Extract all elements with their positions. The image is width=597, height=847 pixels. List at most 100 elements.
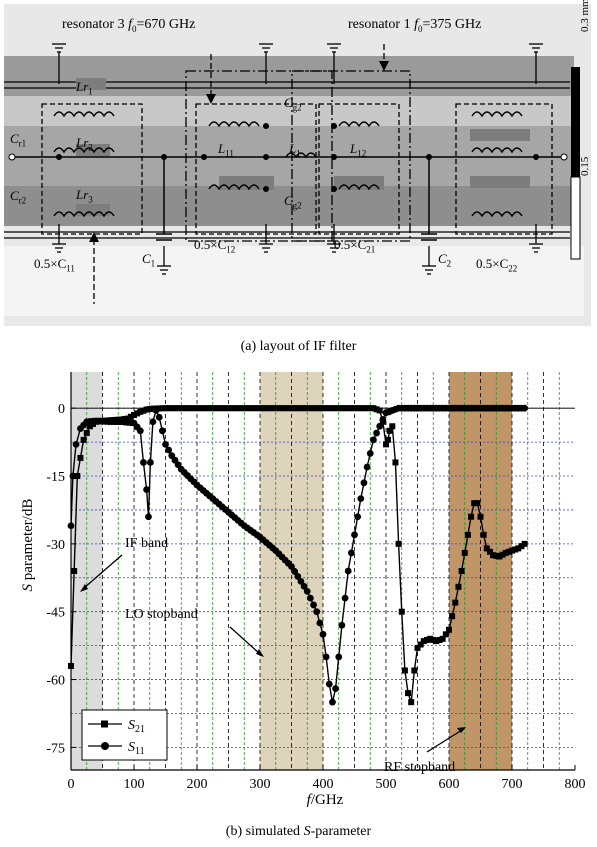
- scale-bottom-label: 0.15: [579, 156, 591, 176]
- point-s11: [294, 573, 302, 580]
- point-s21: [486, 548, 493, 555]
- point-s21: [458, 568, 465, 574]
- point-s21: [461, 549, 468, 556]
- point-s11: [152, 407, 160, 414]
- point-s21: [156, 405, 163, 412]
- point-s21: [83, 430, 90, 437]
- x-tick-label: 400: [313, 777, 334, 792]
- point-s21: [405, 690, 412, 697]
- label-c2: C2: [438, 251, 452, 269]
- point-s11: [291, 568, 299, 575]
- point-s21: [187, 405, 194, 412]
- label-lr3: Lr3: [76, 187, 93, 205]
- point-s21: [521, 540, 528, 547]
- point-s21: [323, 405, 330, 412]
- point-s21: [446, 626, 452, 633]
- point-s21: [257, 405, 263, 412]
- point-s21: [294, 405, 301, 412]
- label-l12: L12: [350, 141, 367, 159]
- point-s21: [266, 405, 273, 412]
- point-s11: [155, 413, 163, 421]
- point-s21: [131, 411, 137, 418]
- point-s21: [411, 667, 418, 674]
- point-s21: [386, 427, 393, 434]
- point-s21: [219, 405, 226, 412]
- point-s21: [216, 405, 223, 412]
- resonator-1-frame: [291, 70, 411, 242]
- label-c1: C1: [142, 251, 156, 269]
- point-s11: [310, 601, 317, 609]
- resonator-3-label: resonator 3 f0=670 GHz: [62, 17, 196, 34]
- label-c11: 0.5×C11: [34, 256, 75, 274]
- point-s21: [320, 405, 326, 412]
- point-s21: [74, 473, 81, 480]
- annotation-if-band: IF band: [125, 536, 168, 551]
- point-s21: [490, 552, 497, 559]
- point-s11: [143, 486, 151, 493]
- point-s21: [146, 406, 153, 413]
- point-s21: [71, 568, 78, 574]
- legend-s11-label: S11: [128, 740, 145, 757]
- point-s21: [194, 405, 200, 412]
- point-s21: [483, 545, 490, 552]
- s-parameter-chart: 0 100 200 300 400 500 600 700 800 0 -15 -30 -45 -60 -7…: [20, 372, 586, 808]
- point-s21: [395, 540, 402, 547]
- resonator-center-right-box: [318, 103, 400, 235]
- point-s11: [316, 619, 324, 627]
- point-s11: [329, 698, 336, 706]
- point-s21: [389, 423, 396, 430]
- point-s21: [313, 405, 320, 412]
- point-s21: [505, 548, 512, 555]
- point-s21: [228, 405, 235, 412]
- point-s21: [427, 635, 434, 642]
- point-s21: [477, 513, 484, 520]
- point-s11: [366, 450, 374, 457]
- point-s11: [140, 459, 147, 466]
- label-l1: L1: [289, 141, 301, 159]
- label-l11: L11: [218, 141, 234, 159]
- point-s21: [509, 547, 515, 554]
- point-s21: [285, 405, 292, 412]
- point-s11: [379, 416, 387, 423]
- filter-layout-image: resonator 3 f0=670 GHz resonator 1 f0=37…: [4, 0, 591, 326]
- point-s21: [168, 405, 175, 412]
- point-s21: [253, 405, 260, 412]
- point-s11: [347, 549, 355, 557]
- point-s11: [136, 427, 144, 435]
- point-s11: [344, 567, 352, 575]
- point-s21: [502, 549, 509, 556]
- point-s11: [322, 653, 330, 661]
- point-s21: [241, 405, 248, 412]
- point-s21: [269, 405, 276, 412]
- point-s21: [159, 405, 166, 412]
- point-s11: [363, 463, 371, 471]
- point-s21: [137, 408, 144, 415]
- x-tick-label: 600: [439, 777, 460, 792]
- point-s11: [332, 685, 339, 692]
- point-s21: [250, 405, 257, 412]
- legend-s11-marker: [101, 742, 109, 750]
- scale-top-label: 0.3 mm: [579, 0, 591, 32]
- x-tick-label: 500: [376, 777, 397, 792]
- y-tick-label: -45: [46, 606, 65, 621]
- point-s21: [384, 436, 391, 443]
- point-s21: [134, 410, 141, 417]
- point-s21: [496, 553, 503, 560]
- point-s21: [206, 405, 213, 412]
- point-s21: [354, 405, 361, 412]
- point-s11: [351, 531, 358, 539]
- x-tick-label: 100: [124, 777, 145, 792]
- point-s21: [439, 635, 446, 642]
- point-s21: [301, 405, 308, 412]
- point-s21: [127, 413, 134, 420]
- x-tick-label: 300: [250, 777, 271, 792]
- label-lr1: Lr1: [76, 79, 93, 97]
- point-s21: [383, 441, 389, 448]
- resonator-center-left-box: [195, 103, 317, 235]
- point-s21: [414, 644, 421, 651]
- point-s21: [442, 631, 449, 638]
- point-s11: [357, 495, 365, 503]
- point-s21: [452, 599, 459, 606]
- y-tick-label: -75: [46, 741, 65, 756]
- point-s21: [86, 423, 93, 430]
